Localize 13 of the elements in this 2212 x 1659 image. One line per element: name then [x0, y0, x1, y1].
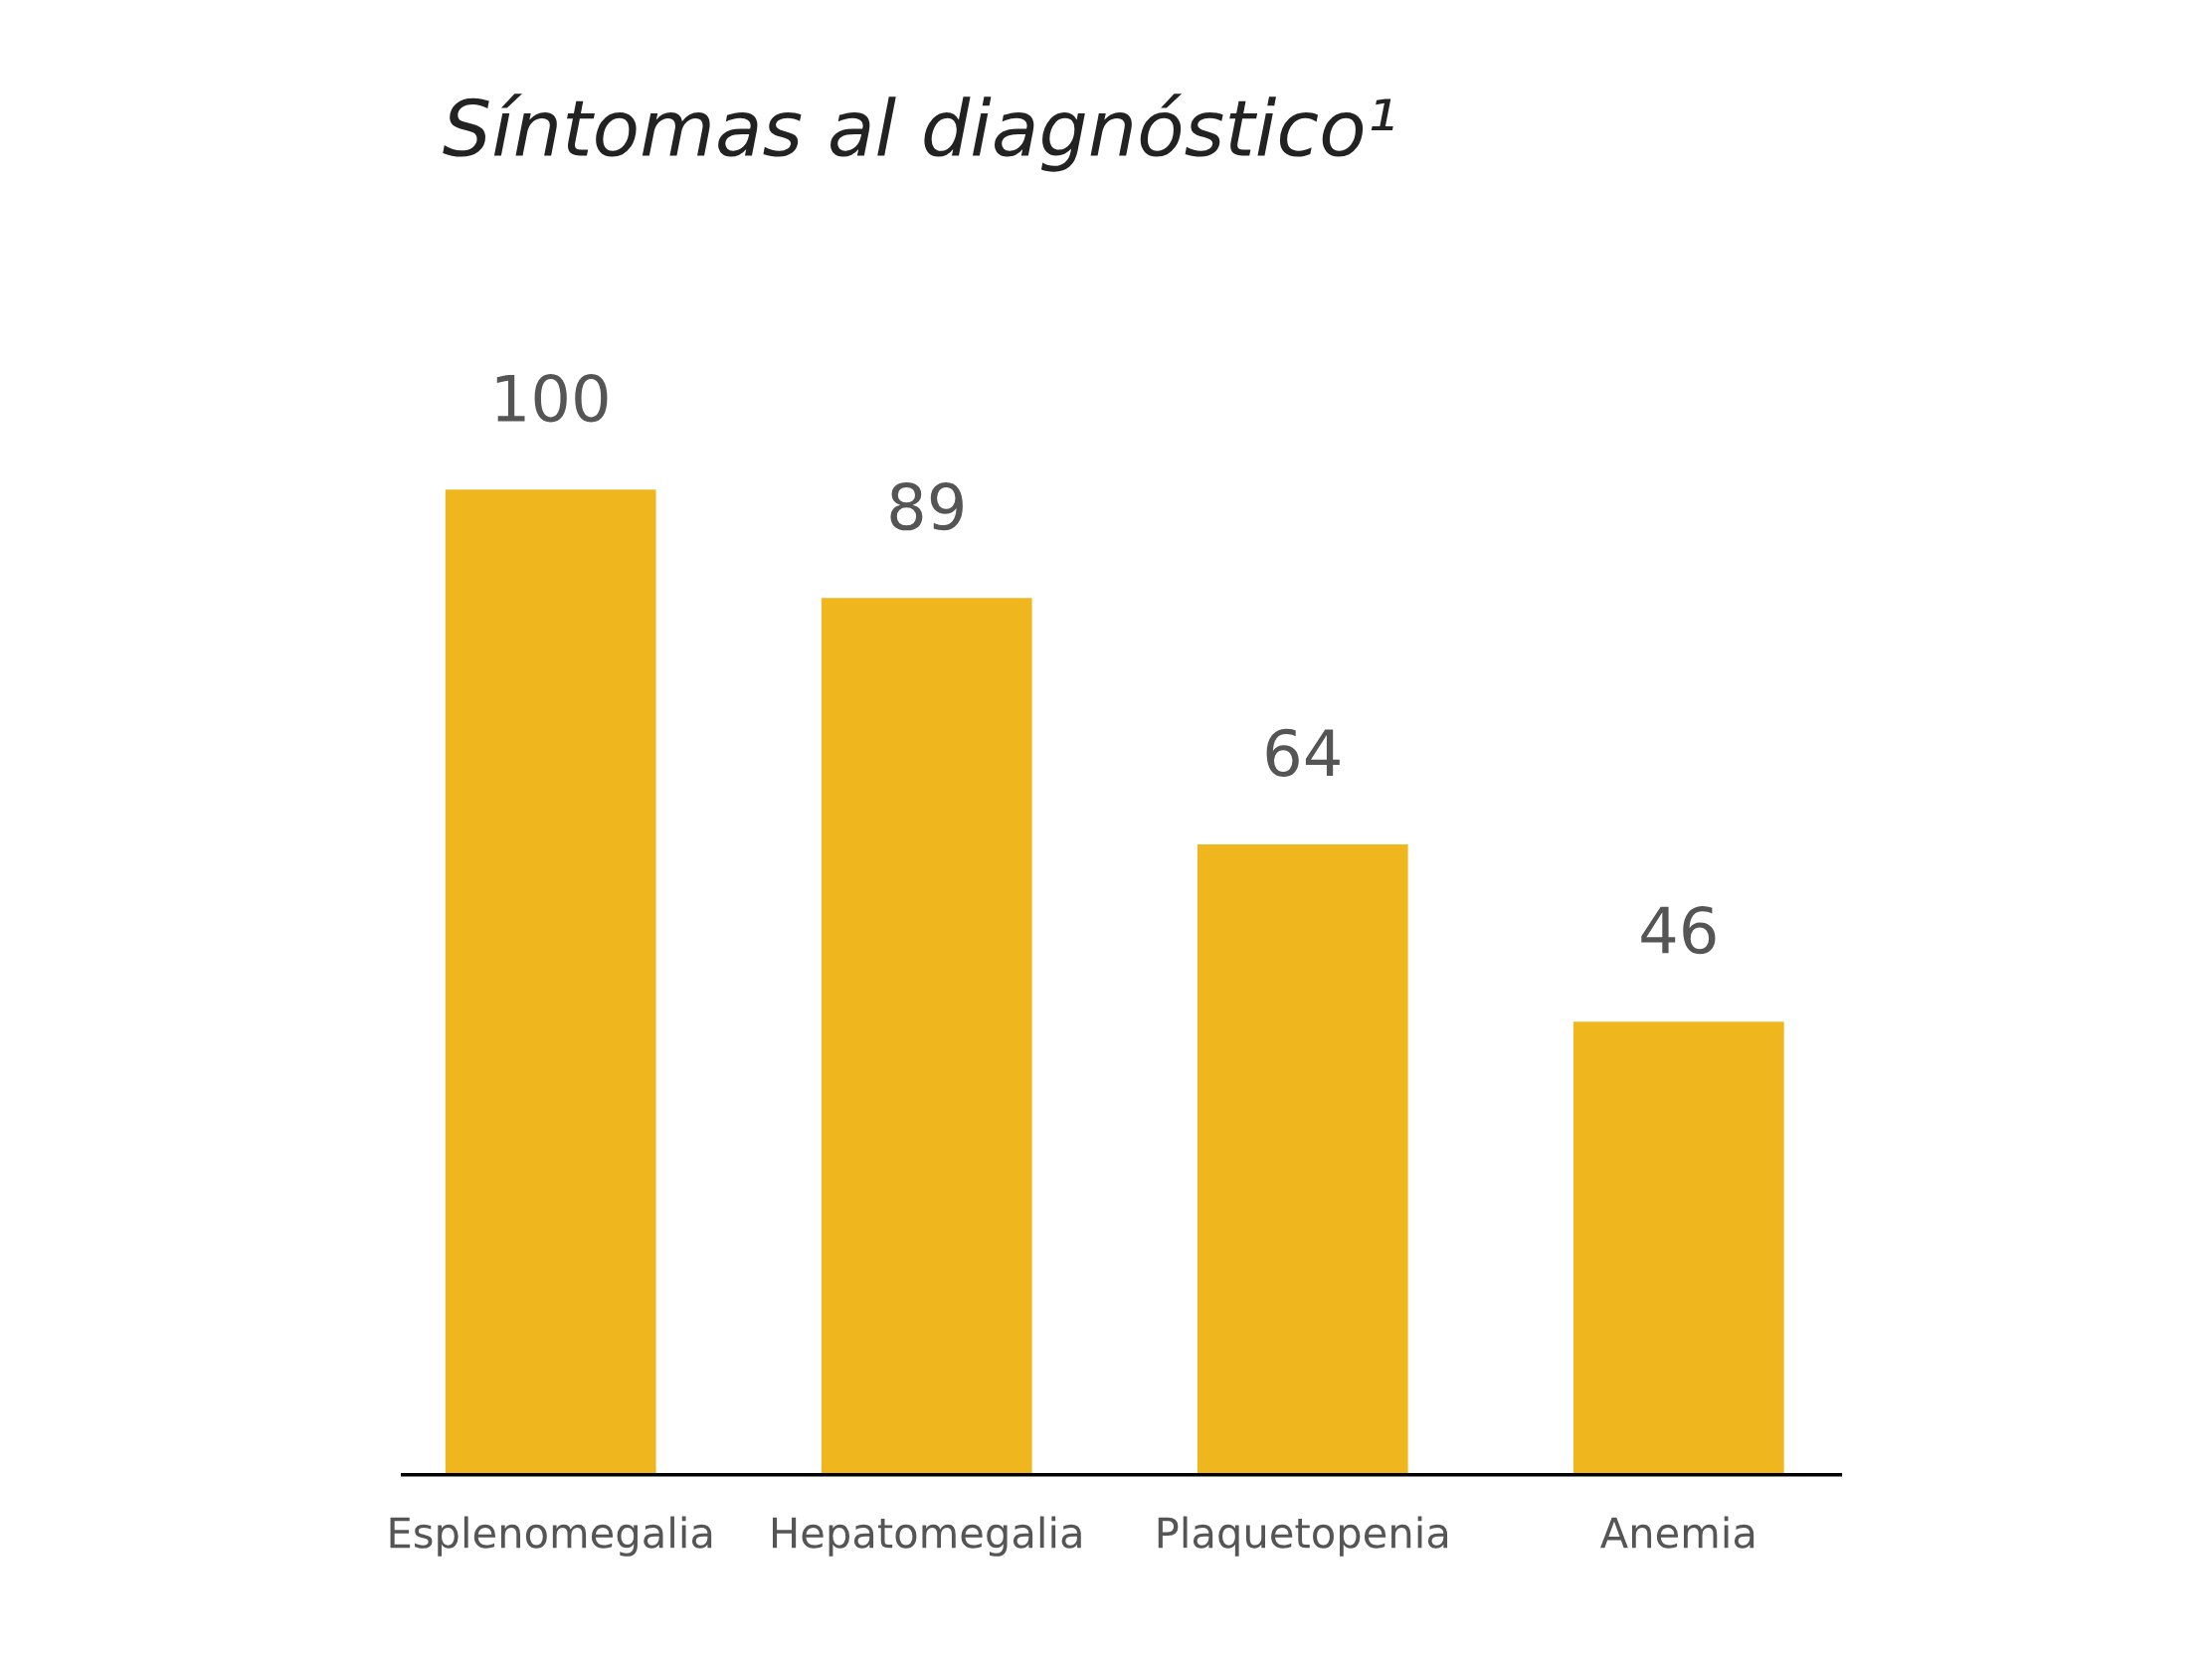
x-tick-label: Anemia	[1600, 1516, 1754, 1549]
x-tick-label: Plaquetopenia	[1158, 1516, 1448, 1557]
bar	[821, 598, 1032, 1475]
chart-title: Síntomas al diagnóstico¹	[443, 93, 1393, 172]
x-tick-label: Esplenomegalia	[390, 1516, 712, 1557]
data-label: 46	[1641, 905, 1716, 955]
data-label: 89	[890, 482, 963, 531]
bar	[445, 489, 656, 1475]
data-label: 100	[496, 374, 608, 423]
bar	[1197, 843, 1408, 1475]
x-tick-label: Hepatomegalia	[772, 1516, 1081, 1557]
data-label: 64	[1266, 728, 1340, 777]
bar	[1572, 1021, 1784, 1475]
